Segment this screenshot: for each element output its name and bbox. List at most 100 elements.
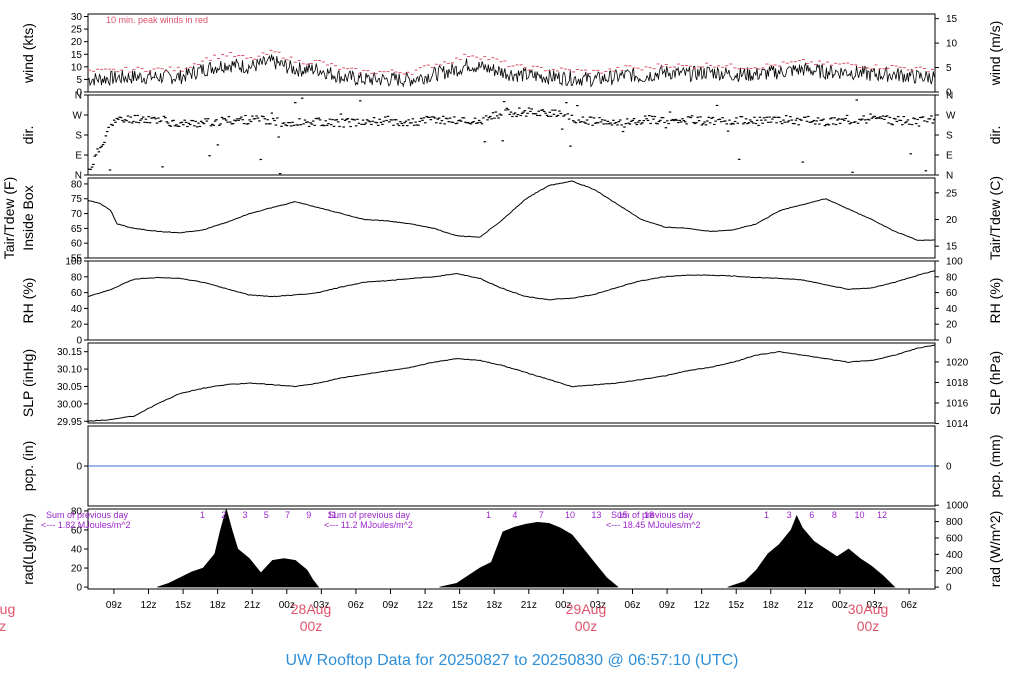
wind-annotation: 10 min. peak winds in red [106, 15, 208, 25]
right-tick-label: 600 [946, 533, 963, 544]
hour-tick-label: 09z [382, 600, 398, 611]
left-tick-label: 65 [71, 224, 83, 235]
series-radiation-day-2 [439, 521, 619, 588]
left-tick-label: 75 [71, 194, 83, 205]
series-temp-line [88, 180, 935, 242]
radiation-sum-note: Sum of previous day [611, 510, 694, 520]
radiation-hour-label: 18 [644, 510, 654, 520]
left-tick-label: N [75, 171, 82, 182]
hour-tick-label: 15z [175, 600, 191, 611]
series-rh-line [88, 270, 935, 301]
left-tick-label: 30.05 [57, 382, 82, 393]
radiation-sum-value: <--- 11.2 MJoules/m^2 [324, 520, 413, 530]
radiation-hour-label: 7 [539, 510, 544, 520]
left-tick-label: 100 [65, 257, 82, 268]
left-tick-label: 0 [76, 336, 82, 347]
plot-area [88, 49, 935, 88]
ylabel-left: pcp. (in) [20, 441, 36, 492]
right-tick-label: 1018 [946, 378, 969, 389]
radiation-hour-label: 12 [877, 510, 887, 520]
plot-area [88, 180, 935, 242]
right-tick-label: 60 [946, 288, 958, 299]
right-tick-label: N [946, 171, 953, 182]
radiation-hour-label: 8 [832, 510, 837, 520]
ylabel-left-2: Inside Box [20, 185, 36, 250]
right-tick-label: W [946, 111, 956, 122]
right-tick-label: 15 [946, 242, 958, 253]
radiation-sum-note: Sum of previous day [328, 510, 411, 520]
panel-pcp: 0 0 pcp. (in) pcp. (mm) [20, 425, 1003, 507]
hour-tick-label: 03z [866, 600, 882, 611]
ylabel-right: Tair/Tdew (C) [987, 176, 1003, 260]
series-radiation-day-3 [727, 514, 896, 588]
hour-tick-label: 03z [590, 600, 606, 611]
ylabel-right: pcp. (mm) [987, 435, 1003, 498]
radiation-hour-label: 15 [618, 510, 628, 520]
radiation-sum-value: <--- 1.82 MJoules/m^2 [41, 520, 131, 530]
date-hour-label: 00z [0, 618, 6, 634]
radiation-hour-label: 9 [306, 510, 311, 520]
ylabel-right: RH (%) [987, 278, 1003, 324]
page-title: UW Rooftop Data for 20250827 to 20250830… [286, 652, 739, 669]
left-tick-label: 40 [71, 545, 83, 556]
right-tick-label: N [946, 91, 953, 102]
series-direction [88, 97, 935, 175]
left-tick-label: 80 [71, 179, 83, 190]
right-tick-label: 15 [946, 14, 958, 25]
radiation-sum-value: <--- 18.45 MJoules/m^2 [606, 520, 701, 530]
left-tick-label: 5 [76, 75, 82, 86]
panel-frame [87, 260, 936, 341]
left-tick-label: 80 [71, 506, 83, 517]
right-tick-label: 0 [946, 583, 952, 594]
right-tick-label: E [946, 151, 953, 162]
right-tick-label: 0 [946, 462, 952, 473]
hour-tick-label: 06z [901, 600, 917, 611]
plot-area [88, 344, 935, 423]
right-tick-label: 800 [946, 517, 963, 528]
time-axis: 09z 12z 15z 18z 21z 00z 03z 06z 09z 12z 15z 18z 21z 0… [0, 589, 917, 634]
panel-temp: 55 60 65 70 75 80 15 20 25 Tair/Tdew (F) Inside Bo… [1, 176, 1003, 265]
panel-frame [87, 342, 936, 424]
left-tick-label: 60 [71, 525, 83, 536]
hour-tick-label: 12z [694, 600, 710, 611]
left-tick-label: 20 [71, 320, 83, 331]
hour-tick-label: 21z [797, 600, 813, 611]
left-tick-label: 55 [71, 254, 83, 265]
hour-tick-label: 06z [348, 600, 364, 611]
right-tick-label: 0 [946, 88, 952, 99]
radiation-hour-label: 3 [787, 510, 792, 520]
right-tick-label: S [946, 131, 953, 142]
radiation-hour-label: 7 [285, 510, 290, 520]
left-tick-label: 40 [71, 304, 83, 315]
radiation-hour-label: 5 [264, 510, 269, 520]
hour-tick-label: 00z [555, 600, 571, 611]
series-slp-line [88, 344, 935, 423]
radiation-hour-label: 2 [221, 510, 226, 520]
right-tick-label: 25 [946, 188, 958, 199]
left-tick-label: N [75, 91, 82, 102]
ylabel-left: dir. [20, 126, 36, 145]
hour-tick-label: 12z [140, 600, 156, 611]
radiation-hour-label: 1 [764, 510, 769, 520]
hour-tick-label: 18z [486, 600, 502, 611]
left-tick-label: 30.00 [57, 399, 82, 410]
radiation-hour-label: 3 [243, 510, 248, 520]
right-tick-label: 20 [946, 215, 958, 226]
left-tick-label: E [75, 151, 82, 162]
right-tick-label: 200 [946, 566, 963, 577]
hour-tick-label: 18z [210, 600, 226, 611]
left-tick-label: 70 [71, 209, 83, 220]
series-peak-wind [88, 49, 934, 75]
date-label: 29Aug [566, 601, 606, 617]
hour-tick-label: 21z [244, 600, 260, 611]
left-tick-label: 10 [71, 62, 83, 73]
ylabel-left: RH (%) [20, 278, 36, 324]
ylabel-left: Tair/Tdew (F) [1, 177, 17, 259]
right-tick-label: 40 [946, 304, 958, 315]
hour-tick-label: 09z [106, 600, 122, 611]
hour-tick-label: 00z [832, 600, 848, 611]
